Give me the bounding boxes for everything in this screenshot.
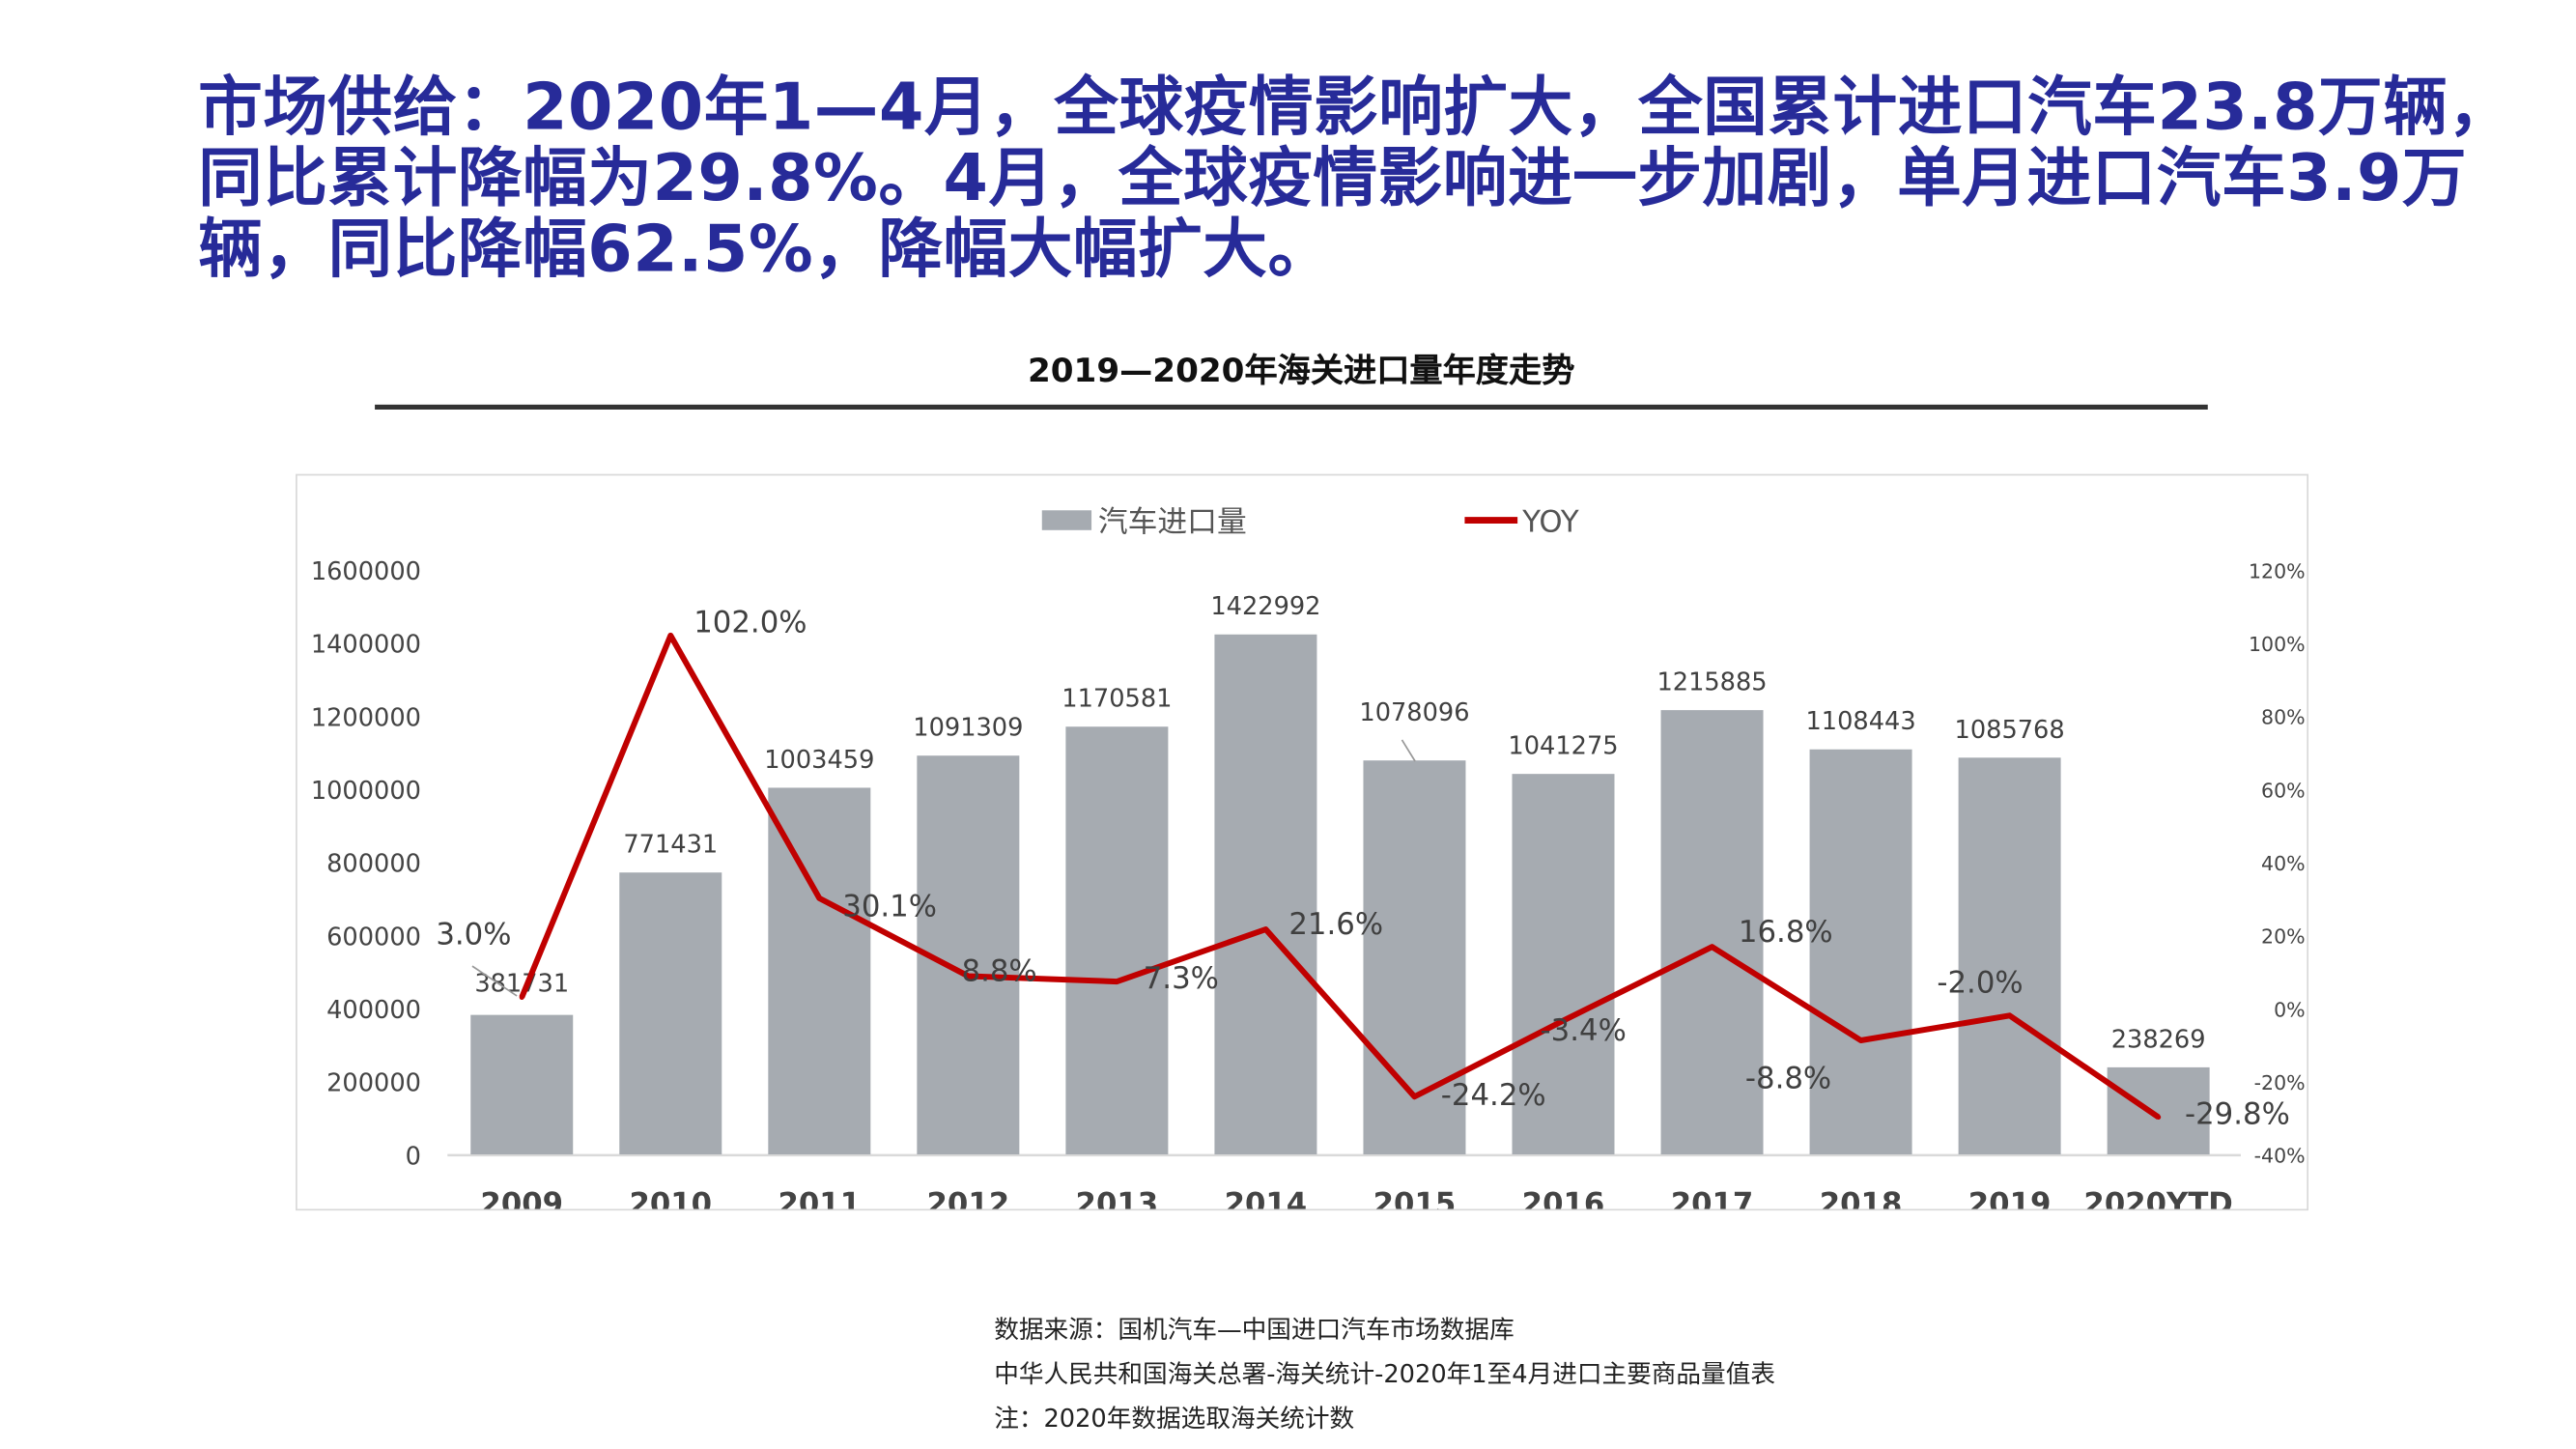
leader-line-2009 <box>471 965 518 997</box>
headline: 市场供给：2020年1—4月，全球疫情影响扩大，全国累计进口汽车23.8万辆，同… <box>198 71 2513 288</box>
yoy-value-label: 16.8% <box>1739 915 1833 950</box>
bar-2010 <box>619 872 722 1155</box>
right-axis-tick: 40% <box>2261 852 2306 875</box>
x-axis-label: 2020YTD <box>2083 1187 2232 1209</box>
x-axis-label: 2013 <box>1076 1187 1159 1209</box>
yoy-value-label: 30.1% <box>842 890 937 924</box>
right-axis-tick: 20% <box>2261 925 2306 949</box>
left-axis-tick: 200000 <box>326 1069 421 1098</box>
right-axis-tick: 0% <box>2274 998 2306 1021</box>
x-axis-label: 2015 <box>1373 1187 1457 1209</box>
yoy-value-label: 102.0% <box>694 605 807 639</box>
left-axis-tick: 400000 <box>326 996 421 1025</box>
left-axis-tick: 1600000 <box>311 557 421 586</box>
bar-value-label: 238269 <box>2111 1025 2206 1054</box>
legend-bar-swatch <box>1041 510 1092 530</box>
bar-2015 <box>1363 760 1466 1155</box>
x-axis-label: 2016 <box>1522 1187 1605 1209</box>
right-axis-tick: 100% <box>2249 633 2306 656</box>
bar-value-label: 1085768 <box>1955 716 2065 745</box>
note-source: 数据来源：国机汽车—中国进口汽车市场数据库 <box>994 1314 1514 1345</box>
footnotes: 数据来源：国机汽车—中国进口汽车市场数据库 中华人民共和国海关总署-海关统计-2… <box>994 1308 1775 1441</box>
bar-2014 <box>1214 634 1317 1155</box>
yoy-point <box>1709 944 1715 950</box>
x-axis-label: 2011 <box>778 1187 861 1209</box>
bar-value-label: 1422992 <box>1210 592 1320 621</box>
yoy-line <box>519 632 2161 1120</box>
right-axis-tick: 60% <box>2261 779 2306 802</box>
yoy-value-label: -8.8% <box>1745 1062 1831 1096</box>
left-axis-tick: 800000 <box>326 850 421 879</box>
yoy-value-label: 3.0% <box>436 918 511 952</box>
x-axis-label: 2009 <box>480 1187 563 1209</box>
left-axis-tick: 0 <box>406 1142 421 1171</box>
x-axis-label: 2012 <box>927 1187 1010 1209</box>
yoy-value-label: -24.2% <box>1441 1078 1546 1113</box>
chart-frame: 汽车进口量 YOY 1600000 1400000 1200000 1000000 8000… <box>296 473 2309 1211</box>
x-axis-label: 2018 <box>1820 1187 1903 1209</box>
leader-line-2015 <box>1401 739 1416 762</box>
yoy-point <box>1262 926 1268 932</box>
note-2020: 注：2020年数据选取海关统计数 <box>994 1404 1355 1434</box>
legend-bar-label: 汽车进口量 <box>1098 504 1247 539</box>
yoy-point <box>1114 979 1119 984</box>
bar-2016 <box>1512 774 1615 1155</box>
yoy-point <box>1560 1018 1567 1024</box>
bar-2019 <box>1958 757 2061 1155</box>
legend-line-label: YOY <box>1521 504 1579 539</box>
left-axis-tick: 1400000 <box>311 631 421 660</box>
combo-chart: 汽车进口量 YOY 1600000 1400000 1200000 1000000 8000… <box>311 504 2306 1209</box>
yoy-value-label: 21.6% <box>1288 907 1383 942</box>
left-axis-tick: 1000000 <box>311 777 421 806</box>
title-divider <box>375 404 2208 410</box>
chart-title: 2019—2020年海关进口量年度走势 <box>1027 350 1575 390</box>
yoy-value-label: 7.3% <box>1144 961 1219 996</box>
right-axis-tick: 80% <box>2261 706 2306 729</box>
bar-2020YTD <box>2107 1066 2210 1155</box>
yoy-point <box>667 633 673 639</box>
bar-2018 <box>1809 749 1912 1155</box>
yoy-value-label: -29.8% <box>2185 1096 2290 1131</box>
bar-value-label: 1108443 <box>1806 707 1916 736</box>
note-customs: 中华人民共和国海关总署-海关统计-2020年1至4月进口主要商品量值表 <box>994 1359 1776 1389</box>
yoy-point <box>965 973 971 980</box>
yoy-value-label: -2.0% <box>1937 965 2023 1000</box>
yoy-point <box>816 895 822 901</box>
bar-2013 <box>1065 726 1169 1155</box>
bar-value-label: 771431 <box>623 831 718 860</box>
yoy-point <box>1858 1037 1864 1043</box>
bar-2017 <box>1660 710 1764 1155</box>
right-axis-tick: -20% <box>2254 1071 2306 1094</box>
bar-value-label: 1041275 <box>1508 732 1618 761</box>
bar-2011 <box>768 787 871 1155</box>
yoy-point <box>1411 1094 1418 1099</box>
yoy-value-label: -3.4% <box>1541 1013 1627 1048</box>
yoy-point <box>2156 1114 2162 1121</box>
x-axis-label: 2014 <box>1225 1187 1308 1209</box>
x-axis-label: 2017 <box>1671 1187 1754 1209</box>
x-axis-label: 2010 <box>629 1187 712 1209</box>
right-axis-tick: -40% <box>2254 1145 2306 1168</box>
bar-value-label: 1078096 <box>1359 698 1469 727</box>
left-axis-tick: 600000 <box>326 923 421 952</box>
yoy-point <box>519 994 524 1000</box>
right-axis-tick: 120% <box>2249 559 2306 582</box>
x-axis-label: 2019 <box>1968 1187 2052 1209</box>
bar-value-label: 1170581 <box>1062 685 1172 714</box>
bar-2009 <box>470 1014 574 1155</box>
bar-value-label: 1003459 <box>764 746 874 775</box>
bar-value-label: 1091309 <box>913 714 1023 743</box>
yoy-value-label: 8.8% <box>962 954 1037 989</box>
bar-value-label: 1215885 <box>1656 668 1767 697</box>
left-axis-tick: 1200000 <box>311 703 421 732</box>
yoy-point <box>2007 1012 2013 1018</box>
